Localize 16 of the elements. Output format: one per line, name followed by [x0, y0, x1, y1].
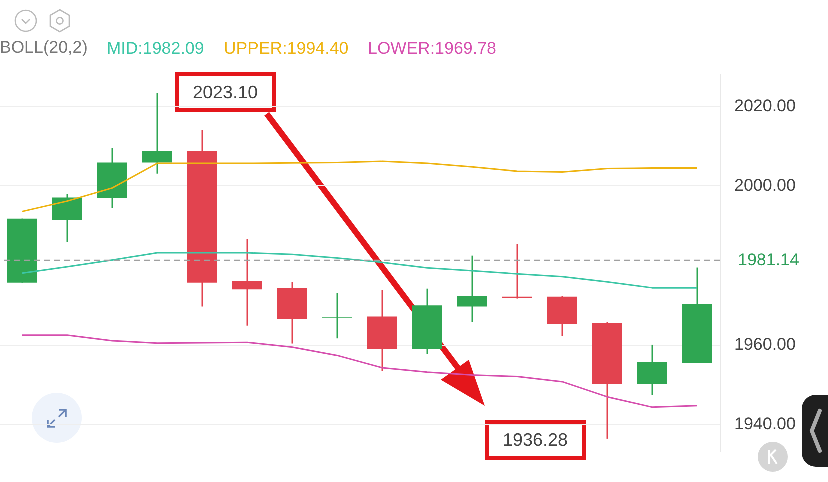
line-series — [22, 252, 698, 289]
ref-line-label: 1981.14 — [738, 250, 800, 270]
text: LOWER:1969.78 — [368, 38, 497, 58]
text: MID:1982.09 — [107, 38, 204, 58]
line-series — [22, 160, 698, 212]
line-series — [22, 334, 698, 408]
candlestick — [322, 292, 352, 340]
annotation: 2023.10 — [192, 82, 258, 102]
y-tick-label: 2020.00 — [734, 96, 796, 116]
y-tick-label: 1960.00 — [734, 335, 796, 354]
text: UPPER:1994.40 — [224, 38, 349, 58]
annotation: 1936.28 — [502, 430, 568, 450]
legend-title: BOLL(20,2) — [0, 38, 88, 57]
y-tick-label: 1940.00 — [734, 414, 796, 434]
y-tick-label: 2000.00 — [734, 176, 796, 195]
candlestick — [232, 238, 262, 327]
